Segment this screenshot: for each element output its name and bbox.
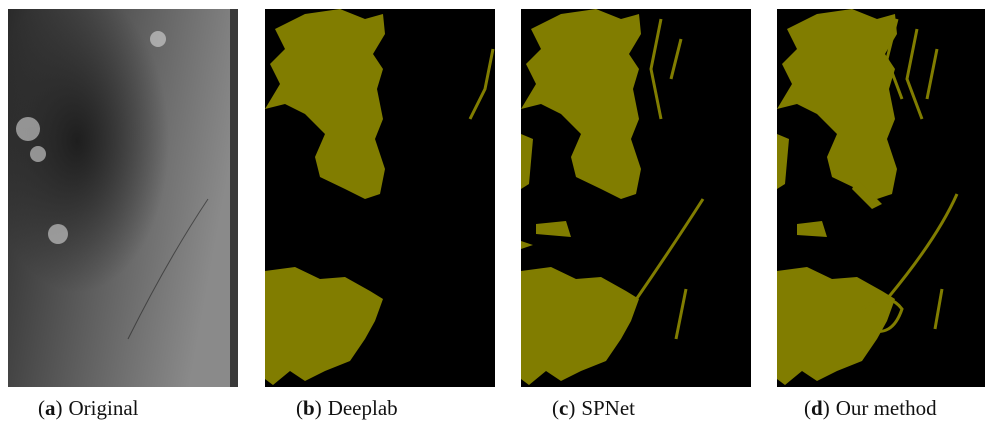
paren: ) bbox=[823, 396, 830, 420]
spnet-result bbox=[521, 9, 751, 387]
panel-label: Our method bbox=[836, 396, 937, 420]
panel-letter: b bbox=[303, 396, 315, 420]
panel-letter: c bbox=[559, 396, 568, 420]
original-image bbox=[8, 9, 238, 387]
figure: (a)Original (b)Deeplab (c)SPNet (d)Our m… bbox=[0, 0, 991, 441]
paren: ) bbox=[568, 396, 575, 420]
panel-letter: d bbox=[811, 396, 823, 420]
panel-letter: a bbox=[45, 396, 56, 420]
paren: ( bbox=[38, 396, 45, 420]
caption: (a)Original bbox=[38, 396, 138, 421]
deeplab-result bbox=[265, 9, 495, 387]
paren: ) bbox=[315, 396, 322, 420]
paren: ( bbox=[296, 396, 303, 420]
panel-label: Original bbox=[69, 396, 139, 420]
caption: (b)Deeplab bbox=[296, 396, 398, 421]
caption: (d)Our method bbox=[804, 396, 937, 421]
paren: ) bbox=[56, 396, 63, 420]
paren: ( bbox=[552, 396, 559, 420]
paren: ( bbox=[804, 396, 811, 420]
caption: (c)SPNet bbox=[552, 396, 635, 421]
our-method-result bbox=[777, 9, 991, 387]
panel-label: SPNet bbox=[581, 396, 635, 420]
panel-label: Deeplab bbox=[328, 396, 398, 420]
